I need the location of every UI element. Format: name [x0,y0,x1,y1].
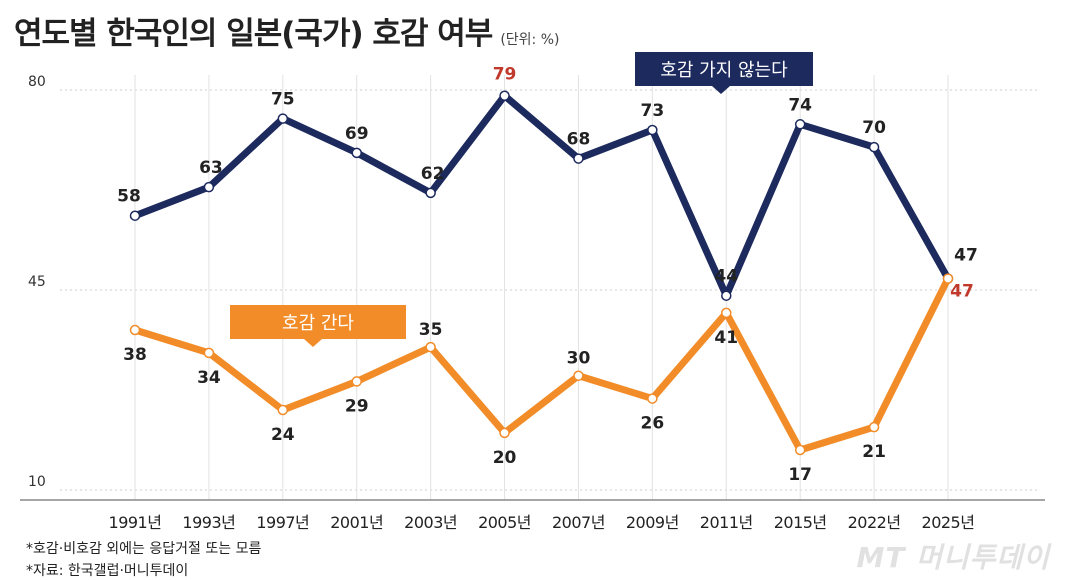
footnote-1: *호감·비호감 외에는 응답거절 또는 모름 [26,541,262,557]
data-label: 30 [567,349,591,369]
data-point [721,307,732,319]
data-label: 26 [641,414,665,434]
x-tick-label: 2022년 [848,513,901,532]
x-tick-label: 2009년 [626,513,679,532]
x-tick-label: 2003년 [404,513,457,532]
data-label: 73 [641,101,665,121]
data-label: 35 [419,320,443,340]
data-label: 79 [493,65,517,85]
data-point [277,113,289,124]
data-label: 47 [950,282,974,302]
data-point [942,273,954,284]
data-label: 47 [954,246,978,266]
data-label: 38 [123,345,147,365]
data-point [868,421,880,433]
data-point [499,427,510,439]
data-label: 20 [493,448,517,468]
series-line-1 [131,275,952,454]
data-label: 17 [788,465,812,485]
data-point [573,153,584,164]
data-point [647,393,658,404]
data-label: 58 [117,187,141,207]
data-point [794,119,806,130]
chart-title: 연도별 한국인의 일본(국가) 호감 여부 (단위: %) [14,8,559,53]
legend-pointer-like [304,339,322,347]
data-point [425,341,436,353]
legend-label-like: 호감 간다 [282,313,354,334]
data-label: 29 [345,396,369,416]
data-point [203,181,215,193]
data-point [573,370,584,381]
series-line-0 [131,92,952,300]
data-point [129,324,141,336]
data-label: 62 [421,164,445,184]
footnote-2: *자료: 한국갤럽·머니투데이 [26,563,189,579]
legend-label-dislike: 호감 가지 않는다 [660,60,788,81]
data-point [277,404,289,416]
unit-label: (단위: %) [500,32,560,48]
data-label: 34 [197,368,221,388]
y-tick-label: 45 [28,274,46,290]
y-tick-label: 80 [28,74,46,90]
x-tick-label: 2015년 [774,513,827,532]
x-tick-label: 2007년 [552,513,605,532]
data-point [351,147,362,159]
data-point [351,376,362,387]
x-tick-label: 2025년 [922,513,975,532]
data-point [868,141,880,153]
data-point [499,90,510,101]
data-label: 41 [714,328,738,348]
data-point [203,347,215,359]
legend-box-dislike [635,52,813,86]
data-label: 63 [199,158,223,178]
x-tick-label: 2011년 [700,513,753,532]
data-point [425,187,436,199]
data-label: 21 [862,442,886,462]
title-text: 연도별 한국인의 일본(국가) 호감 여부 [14,16,493,52]
x-tick-label: 2005년 [478,513,531,532]
data-point [794,444,806,456]
legend-box-like [230,305,406,339]
data-point [721,290,732,301]
data-label: 70 [862,118,886,138]
y-tick-label: 10 [28,474,46,490]
line-chart: 80 45 10 1991년 1993년 1997년 2001년 2003년 2005년 2007… [20,52,1045,532]
x-tick-label: 1997년 [256,513,309,532]
data-label: 69 [345,124,369,144]
x-tick-label: 1993년 [182,513,235,532]
data-label: 68 [567,130,591,150]
x-tick-label: 2001년 [330,513,383,532]
data-point [647,124,658,136]
data-label: 24 [271,425,295,445]
data-label: 74 [788,95,812,115]
legend-pointer-dislike [712,86,730,94]
data-label: 44 [714,267,738,287]
watermark-logo: MT 머니투데이 [856,541,1050,574]
data-point [129,210,141,221]
data-label: 75 [271,90,295,110]
x-tick-label: 1991년 [109,513,162,532]
